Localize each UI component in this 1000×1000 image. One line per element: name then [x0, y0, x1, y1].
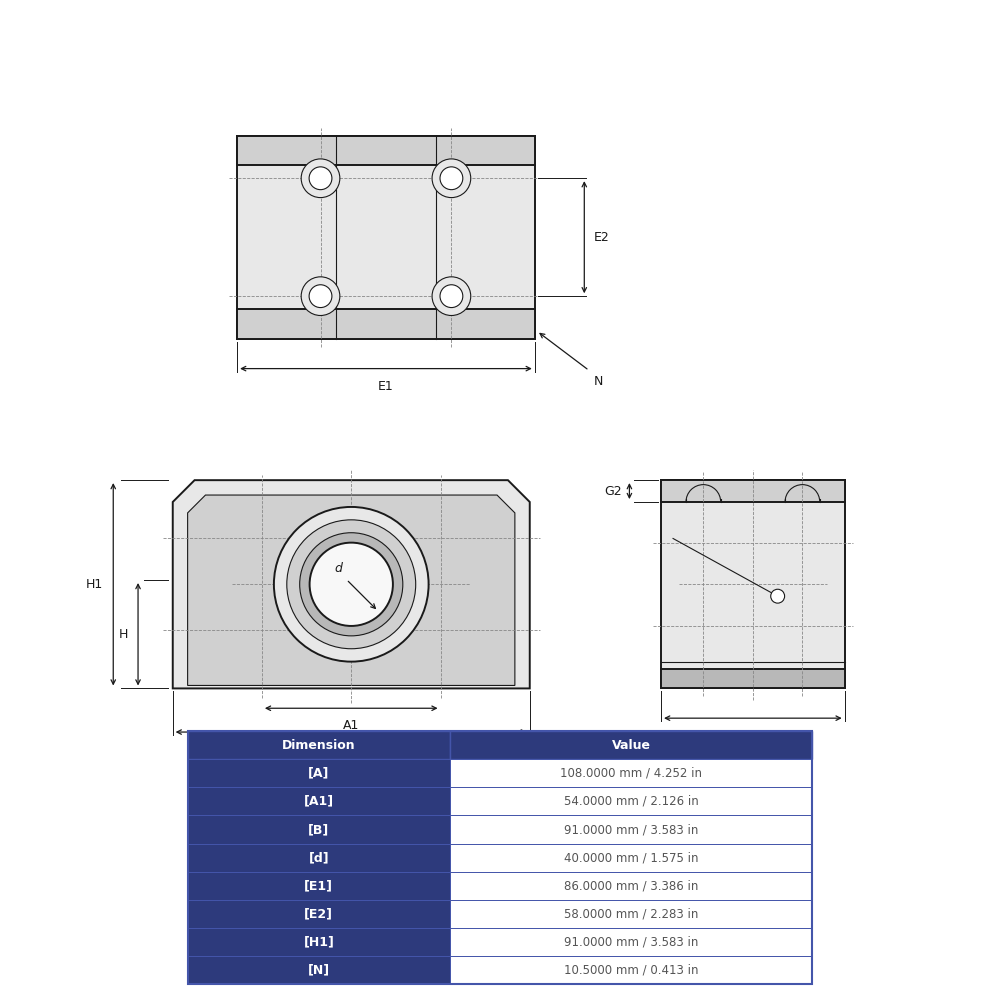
Circle shape — [300, 533, 403, 636]
Text: 108.0000 mm / 4.252 in: 108.0000 mm / 4.252 in — [560, 767, 702, 780]
Circle shape — [301, 277, 340, 316]
Text: 86.0000 mm / 3.386 in: 86.0000 mm / 3.386 in — [564, 879, 698, 892]
Bar — [237, 309, 535, 339]
Bar — [450, 900, 812, 928]
Bar — [188, 759, 450, 787]
Bar — [188, 844, 450, 872]
Bar — [661, 669, 845, 688]
Circle shape — [432, 277, 471, 316]
Text: N: N — [594, 375, 604, 388]
Circle shape — [287, 520, 416, 649]
Text: 40.0000 mm / 1.575 in: 40.0000 mm / 1.575 in — [564, 851, 698, 864]
Circle shape — [310, 543, 393, 626]
Circle shape — [309, 167, 332, 190]
Text: 58.0000 mm / 2.283 in: 58.0000 mm / 2.283 in — [564, 907, 698, 920]
Text: G2: G2 — [604, 485, 621, 498]
Polygon shape — [173, 480, 530, 688]
Bar — [188, 928, 450, 956]
Polygon shape — [188, 495, 515, 685]
Circle shape — [301, 159, 340, 198]
Text: 54.0000 mm / 2.126 in: 54.0000 mm / 2.126 in — [564, 795, 699, 808]
Text: [E1]: [E1] — [304, 879, 333, 892]
Text: A1: A1 — [343, 719, 359, 732]
Bar — [661, 480, 845, 688]
Bar — [450, 844, 812, 872]
Bar — [188, 956, 450, 984]
Bar — [450, 872, 812, 900]
Circle shape — [440, 167, 463, 190]
Bar — [450, 731, 812, 759]
Text: [A1]: [A1] — [304, 795, 334, 808]
Bar — [450, 928, 812, 956]
Text: E2: E2 — [594, 231, 610, 244]
Bar — [188, 872, 450, 900]
Text: [A]: [A] — [308, 767, 330, 780]
Text: d: d — [334, 562, 342, 575]
Bar — [450, 787, 812, 815]
Bar — [188, 731, 812, 984]
Text: 91.0000 mm / 3.583 in: 91.0000 mm / 3.583 in — [564, 935, 698, 948]
Text: E1: E1 — [378, 380, 394, 393]
Circle shape — [432, 159, 471, 198]
Text: 91.0000 mm / 3.583 in: 91.0000 mm / 3.583 in — [564, 823, 698, 836]
Circle shape — [274, 507, 429, 662]
Text: H1: H1 — [86, 578, 103, 591]
Circle shape — [440, 285, 463, 308]
Text: [N]: [N] — [308, 963, 330, 976]
Bar — [661, 480, 845, 502]
Text: [d]: [d] — [309, 851, 329, 864]
Text: [B]: [B] — [308, 823, 329, 836]
Text: 10.5000 mm / 0.413 in: 10.5000 mm / 0.413 in — [564, 963, 698, 976]
Text: [E2]: [E2] — [304, 907, 333, 920]
Bar — [450, 815, 812, 844]
Text: Value: Value — [612, 739, 651, 752]
Bar — [188, 900, 450, 928]
Text: H: H — [119, 628, 128, 641]
Bar — [237, 136, 535, 165]
Text: B: B — [749, 729, 757, 742]
Text: A: A — [347, 743, 356, 756]
Bar — [450, 759, 812, 787]
Bar — [188, 731, 450, 759]
Text: Dimension: Dimension — [282, 739, 356, 752]
Circle shape — [309, 285, 332, 308]
Bar — [188, 815, 450, 844]
Bar — [188, 787, 450, 815]
Bar — [450, 956, 812, 984]
Circle shape — [771, 589, 785, 603]
Text: [H1]: [H1] — [303, 935, 334, 948]
Bar — [237, 136, 535, 339]
